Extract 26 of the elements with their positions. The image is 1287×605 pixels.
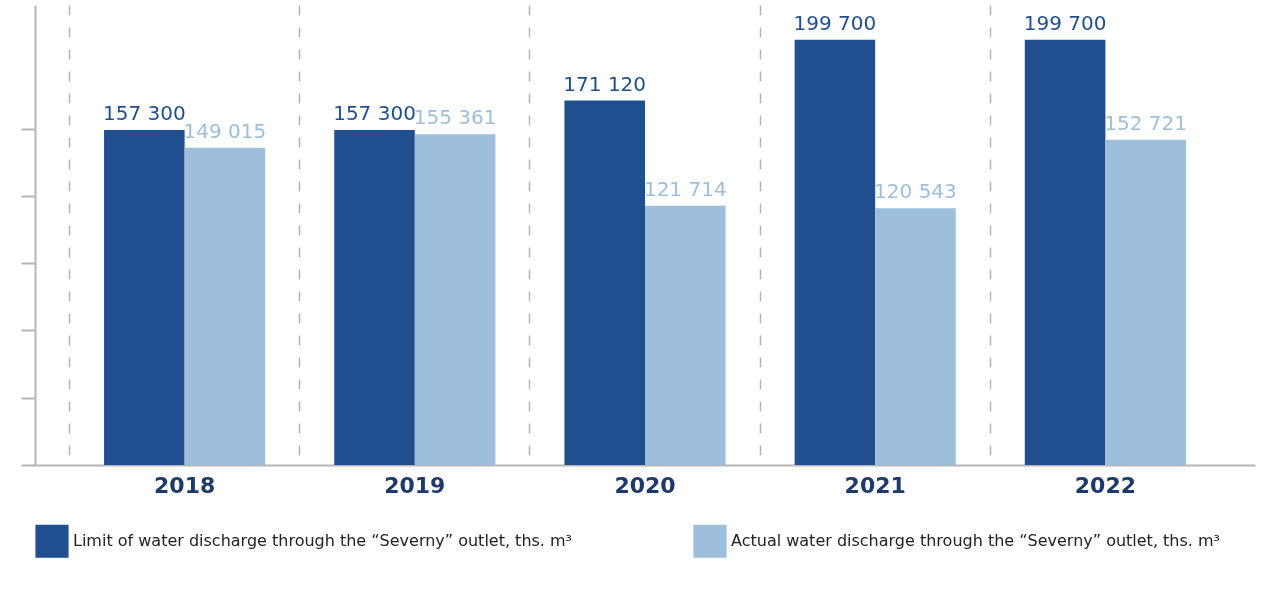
data-label: 152 721 [1104,110,1188,135]
bar [184,147,266,465]
data-label: 157 300 [102,101,186,126]
data-label: 199 700 [793,10,877,35]
bar [645,205,726,465]
x-tick-label: 2022 [1074,472,1136,498]
bar [564,100,645,465]
x-tick-label: 2019 [384,472,446,498]
bar [1105,139,1186,465]
bar [1024,39,1106,465]
x-tick-label: 2020 [614,472,676,498]
data-label: 199 700 [1023,10,1107,35]
data-label: 157 300 [333,101,416,126]
bar [104,130,185,465]
bar [334,130,415,465]
bar [414,134,496,465]
bar [794,39,876,465]
x-tick-label: 2018 [154,472,216,498]
data-label: 171 120 [563,71,647,96]
data-label: 120 543 [874,179,957,204]
x-tick-label: 2021 [844,472,906,498]
legend-label: Limit of water discharge through the “Severny” outlet, ths. m³ [73,531,573,551]
bar [875,208,956,465]
legend-label: Actual water discharge through the “Severny” outlet, ths. m³ [731,531,1220,551]
data-label: 121 714 [643,176,727,201]
data-label: 149 015 [183,118,267,143]
